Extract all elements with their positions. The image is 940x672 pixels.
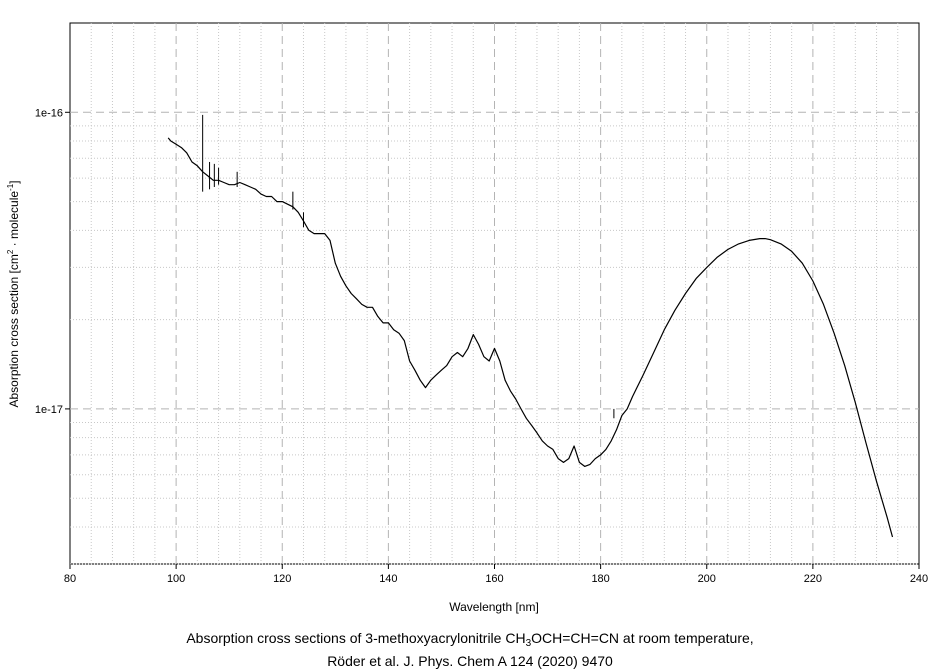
chart: 80 100 120 140 160 180 200 220 240 1e-17 1e-16 Wav… [6, 22, 928, 614]
caption-line-1: Absorption cross sections of 3-methoxyac… [186, 630, 754, 649]
y-axis-label: Absorption cross section [cm2 · molecule… [6, 180, 21, 407]
x-tick-label: 140 [379, 573, 397, 585]
x-tick-label: 120 [273, 573, 291, 585]
series-line [167, 137, 894, 538]
x-tick-label: 100 [167, 573, 185, 585]
caption-line-2: Röder et al. J. Phys. Chem A 124 (2020) … [327, 653, 613, 669]
x-tick-label: 200 [698, 573, 716, 585]
axis-ticks: 80 100 120 140 160 180 200 220 240 1e-17 1e-16 [35, 107, 928, 585]
data-layer [167, 114, 894, 538]
x-tick-label: 240 [910, 573, 928, 585]
x-tick-label: 180 [591, 573, 609, 585]
y-tick-label: 1e-17 [35, 404, 63, 416]
x-axis-label: Wavelength [nm] [449, 600, 539, 614]
grid [70, 23, 919, 565]
plot-area [69, 22, 920, 565]
y-tick-label: 1e-16 [35, 107, 63, 119]
x-tick-label: 160 [485, 573, 503, 585]
x-tick-label: 80 [64, 573, 76, 585]
x-tick-label: 220 [804, 573, 822, 585]
